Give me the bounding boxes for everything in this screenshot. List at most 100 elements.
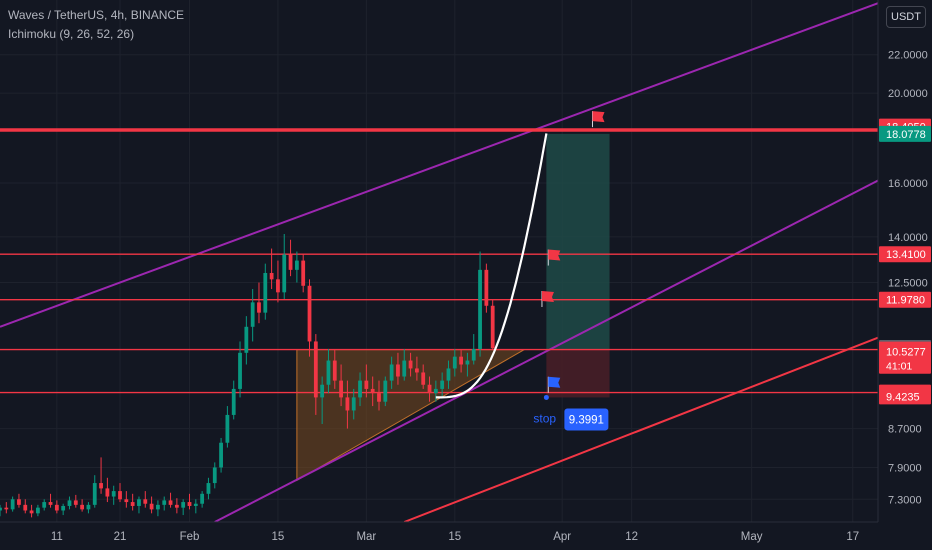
candle: [111, 485, 116, 505]
candle-body: [421, 372, 426, 385]
candle-body: [212, 467, 217, 484]
candle: [80, 499, 85, 512]
candle-body: [137, 499, 141, 506]
candle-body: [257, 302, 261, 313]
candle: [187, 493, 192, 510]
candle: [276, 260, 280, 303]
price-badge-countdown: 41:01: [886, 361, 912, 373]
price-badge-bg: [879, 291, 931, 308]
x-tick-label: Apr: [553, 531, 571, 543]
candle: [301, 254, 306, 293]
candle-body: [307, 285, 312, 342]
channel-line: [403, 336, 878, 522]
candle-body: [446, 368, 451, 381]
candle: [225, 406, 230, 448]
y-tick-label: 7.3000: [888, 494, 922, 506]
x-tick-label: 21: [114, 531, 127, 543]
candle-body: [478, 269, 482, 349]
candle: [288, 239, 293, 277]
candle: [478, 251, 482, 357]
price-badge-bg: [879, 246, 931, 263]
candle: [124, 491, 129, 508]
candle-body: [282, 254, 287, 293]
symbol-title: Waves / TetherUS, 4h, BINANCE: [8, 8, 185, 22]
candle-body: [181, 502, 186, 508]
candle-body: [269, 272, 274, 280]
price-badge: 9.4235: [879, 388, 931, 405]
price-badge: 13.4100: [879, 246, 931, 263]
candle-body: [187, 502, 192, 506]
candle-body: [383, 380, 388, 402]
flag-icon: [547, 249, 561, 266]
candle: [339, 364, 343, 407]
candle-body: [105, 488, 110, 497]
candle: [414, 356, 419, 381]
candle-body: [301, 260, 306, 286]
candle-body: [4, 507, 9, 510]
candle-body: [484, 269, 489, 306]
candle: [307, 279, 312, 357]
price-badge-bg: [879, 343, 931, 374]
candle-body: [263, 272, 268, 313]
candle: [99, 457, 103, 494]
candle-body: [364, 380, 369, 389]
candle: [48, 493, 53, 508]
candle-body: [231, 388, 236, 415]
candle: [408, 352, 413, 377]
stop-marker: [543, 394, 549, 400]
candle-body: [427, 384, 432, 394]
candle-body: [174, 504, 179, 508]
candle-body: [389, 364, 394, 381]
candle: [36, 504, 40, 517]
target-zone: [546, 133, 610, 350]
price-badge-value: 18.0778: [886, 129, 926, 141]
candle: [4, 502, 9, 514]
flag-cloth: [548, 249, 561, 261]
candle-body: [206, 483, 211, 494]
candle-body: [313, 341, 318, 398]
candle-body: [99, 483, 103, 489]
candle-body: [36, 507, 40, 514]
candle: [396, 352, 400, 385]
y-tick-label: 7.9000: [888, 462, 922, 474]
candle: [231, 380, 236, 420]
candle-body: [452, 356, 457, 369]
candle-body: [332, 360, 337, 381]
candle: [92, 475, 97, 508]
currency-button[interactable]: USDT: [886, 6, 926, 28]
candle: [118, 483, 122, 503]
stop-value-text: 9.3991: [569, 414, 604, 426]
candle-body: [339, 380, 343, 398]
candle-body: [61, 505, 66, 511]
candle: [181, 499, 186, 516]
candle: [389, 356, 394, 389]
candle: [269, 248, 274, 290]
candle: [377, 380, 381, 411]
candle: [402, 348, 407, 381]
candle-body: [67, 500, 72, 506]
candle: [421, 364, 426, 389]
candle-body: [124, 499, 129, 503]
candle: [282, 234, 287, 299]
candle: [219, 437, 223, 473]
candle: [238, 341, 242, 398]
candle-body: [408, 360, 413, 369]
x-tick-label: 11: [51, 531, 63, 543]
candle-body: [250, 302, 255, 327]
candle: [364, 364, 369, 398]
price-badge: 18.0778: [879, 125, 931, 142]
candle: [345, 380, 350, 429]
candle: [162, 496, 167, 511]
candle: [42, 499, 47, 511]
plot-area: [0, 0, 878, 522]
candle: [351, 388, 356, 420]
candle-body: [162, 500, 167, 505]
candle: [137, 496, 141, 514]
candle: [250, 289, 255, 342]
candle-body: [168, 500, 173, 505]
candle-body: [143, 499, 148, 504]
candle: [320, 376, 325, 424]
stop-value-bg: [564, 408, 609, 431]
candle: [17, 493, 21, 508]
